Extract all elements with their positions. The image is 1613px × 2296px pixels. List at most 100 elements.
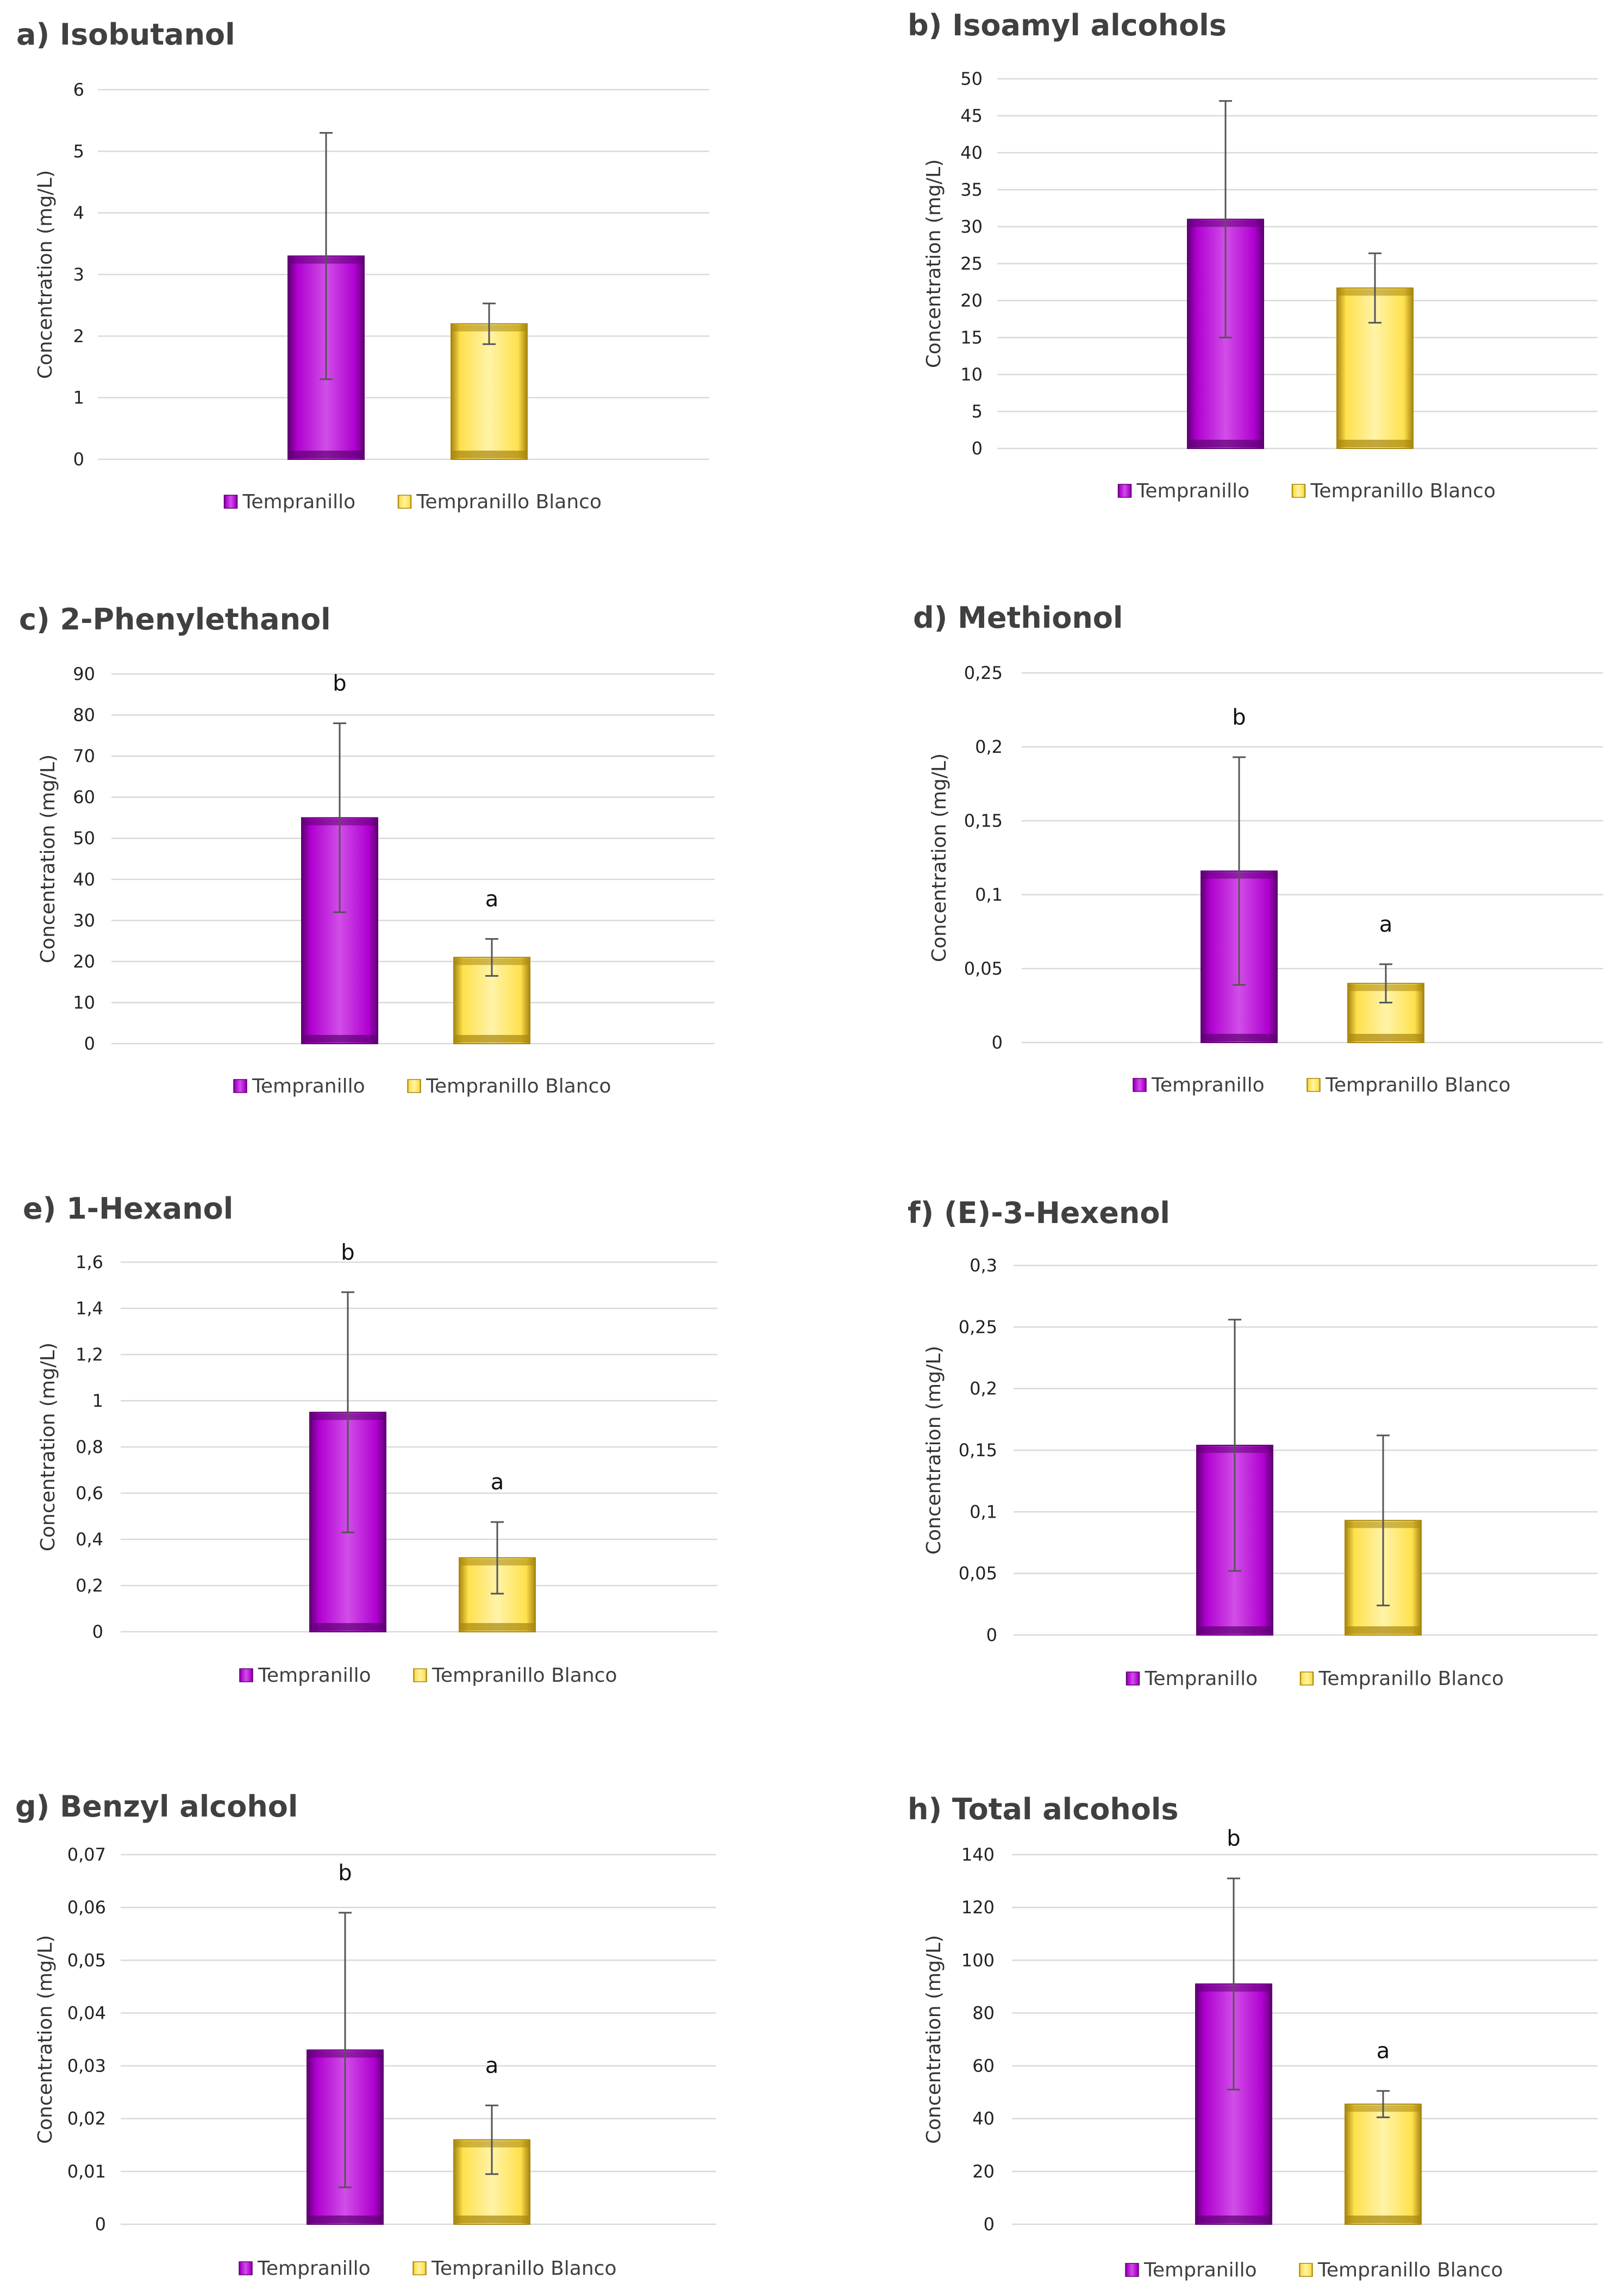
y-tick-label: 0,2 [970, 1378, 997, 1399]
y-tick-label: 60 [73, 787, 95, 808]
chart-panel-3: c) 2-Phenylethanol 0 10 20 30 40 50 60 70 80 90 Con… [19, 602, 715, 1097]
bar-bevel-bottom [455, 2216, 529, 2223]
legend-label-tempranillo-blanco: Tempranillo Blanco [416, 491, 602, 513]
y-tick-label: 40 [73, 869, 95, 890]
y-axis-label: Concentration (mg/L) [923, 1346, 945, 1555]
error-bar [333, 722, 346, 913]
y-tick-label: 0 [92, 1621, 103, 1642]
chart-legend: Tempranillo Tempranillo Blanco [1133, 1074, 1511, 1096]
y-tick-label: 30 [960, 216, 983, 237]
significance-letter: b [1227, 1826, 1240, 1851]
y-tick-label: 0,2 [76, 1575, 103, 1596]
bar-bevel-bottom [460, 1623, 534, 1631]
y-tick-label: 0,3 [970, 1255, 997, 1276]
y-tick-label: 0,05 [67, 1950, 106, 1970]
error-bar [1377, 2090, 1390, 2118]
chart-title: h) Total alcohols [908, 1792, 1179, 1826]
y-tick-label: 50 [960, 68, 983, 89]
bar-bevel-bottom [311, 1623, 385, 1631]
legend-label-tempranillo: Tempranillo [258, 1664, 371, 1687]
y-tick-label: 0,1 [970, 1501, 997, 1522]
chart-legend: Tempranillo Tempranillo Blanco [1117, 480, 1496, 502]
error-bar [339, 1912, 352, 2188]
bar-bevel-bottom [308, 2216, 382, 2223]
error-bar [1227, 1877, 1240, 2091]
y-axis-label: Concentration (mg/L) [34, 170, 57, 379]
y-tick-label: 0,25 [964, 663, 1003, 683]
y-tick-label: 0,05 [964, 958, 1003, 979]
y-tick-label: 0 [986, 1625, 997, 1645]
chart-panel-2: b) Isoamyl alcohols 0 5 10 15 20 25 30 35 40 45 50 C… [908, 8, 1598, 502]
legend-swatch-tempranillo [223, 495, 238, 509]
significance-letter: a [491, 1470, 504, 1495]
significance-letter: a [1377, 2039, 1390, 2064]
error-bar [1377, 1434, 1390, 1607]
y-tick-label: 0,6 [76, 1483, 103, 1503]
bar-bevel-bottom [1349, 1034, 1423, 1041]
chart-legend: Tempranillo Tempranillo Blanco [1126, 1668, 1504, 1690]
bar-bevel-bottom [289, 451, 363, 458]
legend-swatch-tempranillo [233, 1079, 247, 1093]
significance-letter: b [338, 1861, 352, 1886]
y-tick-label: 1,4 [76, 1298, 103, 1319]
bar-bevel-bottom [1202, 1034, 1276, 1041]
legend-swatch-tempranillo-blanco [412, 2261, 427, 2275]
y-tick-label: 25 [960, 253, 983, 274]
significance-letter: b [333, 671, 346, 696]
significance-letter: a [485, 2053, 499, 2078]
y-axis-label: Concentration (mg/L) [37, 1343, 59, 1551]
y-tick-label: 1,6 [76, 1252, 103, 1272]
legend-swatch-tempranillo-blanco [1306, 1078, 1321, 1092]
legend-label-tempranillo-blanco: Tempranillo Blanco [1317, 2259, 1503, 2281]
y-tick-label: 70 [73, 746, 95, 766]
error-bar [1219, 100, 1232, 339]
chart-panel-6: f) (E)-3-Hexenol 0 0,05 0,1 0,15 0,2 0,25 0,3 Co… [908, 1196, 1598, 1690]
bar-tempranillo-blanco [1345, 2104, 1422, 2225]
y-axis-label: Concentration (mg/L) [928, 753, 951, 962]
legend-swatch-tempranillo-blanco [1299, 1671, 1314, 1686]
y-tick-label: 40 [972, 2108, 995, 2129]
chart-panel-4: d) Methionol 0 0,05 0,1 0,15 0,2 0,25 Concentra… [913, 601, 1603, 1096]
y-tick-label: 10 [73, 992, 95, 1013]
bar-bevel-bottom [1346, 1626, 1420, 1634]
legend-swatch-tempranillo [1125, 2263, 1139, 2277]
error-bar [320, 132, 333, 380]
legend-swatch-tempranillo-blanco [413, 1668, 427, 1682]
bar-tempranillo-blanco [1347, 983, 1424, 1043]
error-bar [485, 938, 498, 977]
bar-bevel-bottom [1346, 2216, 1420, 2223]
y-tick-label: 0,1 [975, 884, 1003, 905]
y-tick-label: 50 [73, 828, 95, 848]
legend-label-tempranillo: Tempranillo [252, 1075, 365, 1097]
chart-legend: Tempranillo Tempranillo Blanco [239, 2257, 617, 2280]
y-tick-label: 0 [984, 2214, 995, 2235]
y-tick-label: 6 [73, 79, 84, 100]
chart-panel-5: e) 1-Hexanol 0 0,2 0,4 0,6 0,8 1 1,2 1,4 1,6 Conce… [23, 1191, 717, 1687]
y-tick-label: 5 [73, 141, 84, 161]
y-tick-label: 0,8 [76, 1437, 103, 1457]
legend-swatch-tempranillo [239, 1668, 253, 1682]
bar-bevel-bottom [1338, 440, 1412, 447]
bar-bevel-bottom [455, 1035, 529, 1043]
error-bar [483, 302, 496, 345]
y-tick-label: 80 [73, 705, 95, 726]
legend-label-tempranillo-blanco: Tempranillo Blanco [1310, 480, 1496, 502]
y-axis-label: Concentration (mg/L) [923, 159, 945, 368]
y-tick-label: 0,07 [67, 1844, 106, 1865]
legend-swatch-tempranillo [1126, 1671, 1140, 1686]
y-tick-label: 0,15 [964, 810, 1003, 831]
bar-tempranillo-blanco [451, 323, 528, 460]
chart-title: c) 2-Phenylethanol [19, 602, 331, 637]
legend-label-tempranillo-blanco: Tempranillo Blanco [432, 1664, 617, 1687]
legend-label-tempranillo: Tempranillo [1136, 480, 1250, 502]
y-tick-label: 80 [972, 2002, 995, 2023]
y-tick-label: 0 [992, 1032, 1003, 1053]
chart-title: e) 1-Hexanol [23, 1191, 233, 1226]
y-axis-label: Concentration (mg/L) [37, 754, 59, 963]
y-tick-label: 0,03 [67, 2056, 106, 2076]
y-tick-label: 10 [960, 364, 983, 385]
legend-label-tempranillo: Tempranillo [257, 2257, 371, 2280]
chart-panel-1: a) Isobutanol 0 1 2 3 4 5 6 Concentration (mg/L)… [16, 17, 709, 513]
y-tick-label: 20 [960, 290, 983, 311]
y-tick-label: 20 [73, 951, 95, 972]
